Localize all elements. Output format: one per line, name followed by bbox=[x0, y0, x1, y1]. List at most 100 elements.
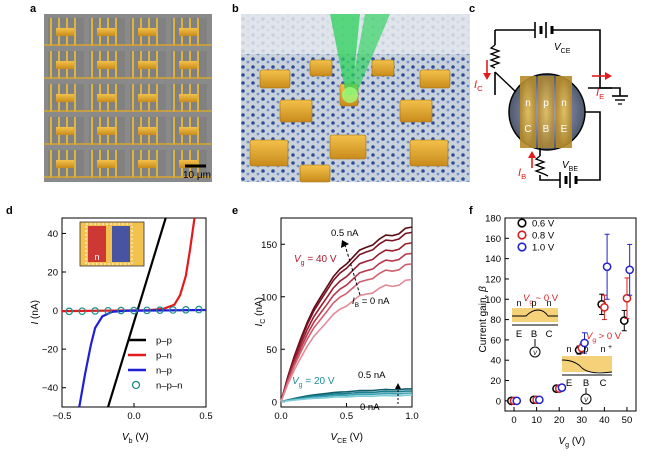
schematic-1-region: n bbox=[516, 298, 521, 308]
gold-pad bbox=[138, 160, 156, 168]
legend-label: n–p–n bbox=[156, 381, 182, 392]
schematic-1-terminal: C bbox=[546, 329, 553, 340]
ic-curve-vg20 bbox=[280, 392, 413, 403]
y-tick-label: 40 bbox=[47, 229, 58, 240]
y-tick-label: 100 bbox=[261, 292, 277, 303]
x-tick-label: 20 bbox=[554, 415, 565, 426]
legend-label: p–p bbox=[156, 336, 172, 347]
data-point bbox=[625, 265, 635, 275]
annotation-vg20: Vg = 20 V bbox=[292, 376, 335, 389]
schematic-1-band bbox=[512, 308, 558, 322]
data-point bbox=[512, 396, 522, 406]
vce-label: VCE bbox=[554, 42, 571, 55]
data-point bbox=[182, 305, 190, 314]
ic-label: IC bbox=[474, 79, 483, 93]
annotation-vg0: Vg ~ 0 V bbox=[523, 293, 559, 306]
y-tick-label: 0 bbox=[272, 397, 277, 408]
electrode-pad bbox=[399, 99, 433, 123]
gold-pad bbox=[179, 28, 197, 36]
legend-label: 0.6 V bbox=[532, 219, 555, 230]
data-point bbox=[143, 306, 151, 315]
y-axis-label: I (nA) bbox=[30, 300, 41, 324]
y-tick-label: 40 bbox=[490, 356, 501, 367]
y-tick-label: −40 bbox=[42, 383, 58, 394]
data-point bbox=[580, 338, 589, 348]
arrow-shaft bbox=[344, 244, 361, 296]
gold-pad bbox=[179, 61, 197, 69]
data-point bbox=[65, 307, 74, 316]
y-axis-label: Current gain, β bbox=[478, 286, 489, 353]
data-point bbox=[78, 307, 86, 315]
vbe-label: VBE bbox=[562, 160, 578, 173]
electrode-pad bbox=[371, 59, 395, 77]
schematic-2-terminal: C bbox=[600, 378, 607, 389]
legend-marker bbox=[131, 380, 141, 390]
schematic-2-terminal: B bbox=[583, 378, 589, 389]
plot-f: 0 10 20 30 40 50 0 20 40 60 80 100 120 140 160 180 Vg (V… bbox=[478, 214, 637, 449]
gold-pad bbox=[179, 127, 197, 135]
laser-spot bbox=[342, 87, 358, 103]
data-point bbox=[557, 383, 567, 392]
electrode-pad bbox=[249, 139, 289, 167]
data-point bbox=[622, 293, 632, 303]
ic-curve-vg40 bbox=[280, 278, 413, 403]
schematic-1-region: n bbox=[546, 298, 551, 308]
legend-label: 0.8 V bbox=[532, 231, 555, 242]
gold-pad bbox=[97, 28, 115, 36]
x-tick-label: 0.0 bbox=[127, 411, 140, 422]
inset-blue-region bbox=[112, 226, 130, 262]
data-point bbox=[117, 306, 125, 315]
gold-pad bbox=[56, 127, 74, 135]
series-line bbox=[78, 308, 206, 407]
gold-pad bbox=[138, 94, 156, 102]
panel-label-d: d bbox=[6, 205, 13, 217]
schematic-2-terminal: E bbox=[566, 378, 572, 389]
data-point bbox=[91, 307, 99, 315]
ic-curve-vg20 bbox=[280, 388, 413, 403]
gold-pad bbox=[138, 28, 156, 36]
x-tick-label: 0.5 bbox=[199, 411, 212, 422]
schematic-2-profile bbox=[561, 359, 613, 374]
gold-pad bbox=[97, 127, 115, 135]
region-label: n bbox=[561, 98, 567, 109]
annotation-ib-max-low: 0.5 nA bbox=[358, 370, 386, 381]
x-axis-label: Vb (V) bbox=[122, 432, 149, 445]
legend-label: n–p bbox=[156, 366, 172, 377]
x-tick-label: −0.5 bbox=[53, 411, 72, 422]
schematic-2-source bbox=[580, 393, 592, 405]
gold-pad bbox=[56, 61, 74, 69]
y-tick-label: 120 bbox=[485, 274, 501, 285]
y-tick-label: 20 bbox=[490, 376, 501, 387]
inset-label: n bbox=[94, 252, 99, 262]
terminal-label: C bbox=[524, 124, 531, 135]
panel-a-image bbox=[44, 14, 212, 182]
region-label: p bbox=[543, 98, 549, 109]
ic-curve-vg40 bbox=[280, 263, 413, 403]
schematic-1-region: p bbox=[531, 298, 536, 308]
schematic-2-region: n bbox=[600, 344, 605, 354]
data-point bbox=[169, 306, 177, 314]
x-axis-label: Vg (V) bbox=[559, 436, 586, 449]
laser-beam-2 bbox=[350, 14, 390, 95]
ic-curve-vg40 bbox=[280, 231, 413, 402]
y-tick-label: 180 bbox=[485, 214, 501, 225]
schematic-2-plus: + bbox=[608, 344, 612, 351]
annotation-ib-zero: IB = 0 nA bbox=[352, 296, 390, 309]
legend-marker bbox=[517, 242, 527, 252]
arrow-head bbox=[341, 240, 349, 248]
scalebar: 10 μm bbox=[183, 164, 211, 181]
legend-marker bbox=[517, 218, 527, 228]
ic-curve-vg40 bbox=[280, 242, 413, 402]
y-tick-label: 60 bbox=[490, 335, 501, 346]
x-tick-label: 50 bbox=[622, 415, 633, 426]
schematic-1-profile bbox=[512, 309, 558, 317]
data-point bbox=[130, 306, 138, 315]
terminal-label: B bbox=[543, 124, 550, 135]
scalebar-label: 10 μm bbox=[183, 170, 211, 181]
annotation-vg40: Vg = 40 V bbox=[294, 254, 337, 267]
legend-label: p–n bbox=[156, 351, 172, 362]
y-tick-label: 0 bbox=[496, 396, 501, 407]
schematic-1-terminal: E bbox=[516, 329, 522, 340]
gold-pad bbox=[97, 160, 115, 168]
